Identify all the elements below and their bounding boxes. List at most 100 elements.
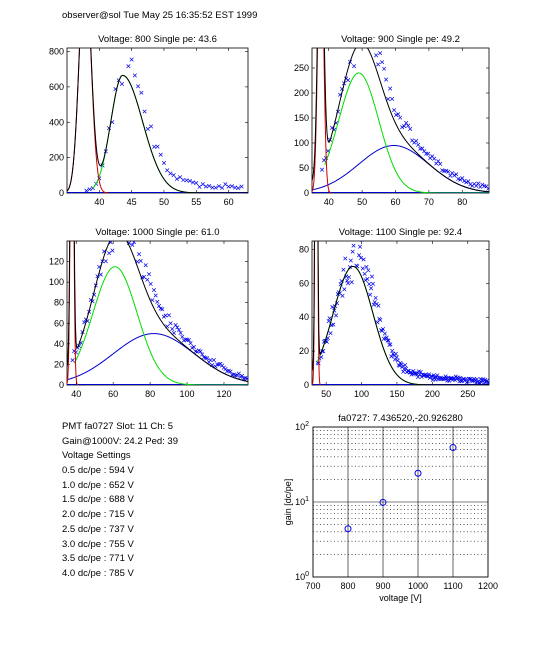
- y-tick-label: 102: [295, 421, 309, 432]
- data-point: [328, 331, 333, 336]
- data-point: [392, 108, 397, 113]
- x-tick-label: 50: [321, 389, 331, 399]
- data-point: [331, 322, 336, 327]
- plot-contents: [312, 241, 489, 385]
- data-point: [390, 348, 395, 353]
- y-tick-label: 80: [299, 244, 309, 254]
- data-point: [203, 184, 209, 189]
- gain-data-point: [449, 444, 457, 452]
- data-point: [393, 351, 398, 356]
- data-point: [474, 183, 479, 188]
- data-point: [363, 278, 368, 283]
- data-point: [394, 355, 399, 360]
- histogram-panel-3: Voltage: 1000 Single pe: 61.0 40 60 80 100 12…: [49, 215, 249, 399]
- y-tick-label: 100: [49, 277, 64, 287]
- data-point: [236, 186, 241, 191]
- data-point: [126, 215, 130, 219]
- data-point: [468, 182, 473, 187]
- x-tick-label: 80: [457, 197, 467, 207]
- data-point: [426, 151, 431, 156]
- data-point: [131, 241, 137, 245]
- y-tick-label: 200: [49, 153, 64, 163]
- data-point: [153, 293, 158, 298]
- data-point: [385, 338, 390, 343]
- info-line: 0.5 dc/pe : 594 V: [62, 465, 134, 477]
- data-point: [384, 77, 389, 82]
- data-point: [378, 51, 383, 56]
- x-tick-label: 800: [340, 581, 355, 591]
- data-point: [326, 319, 331, 324]
- data-point: [458, 375, 463, 380]
- data-point: [327, 316, 332, 321]
- histogram-panel-2: Voltage: 900 Single pe: 49.2 40 50 60 70 80 0 5…: [294, 17, 490, 207]
- data-point: [145, 277, 150, 282]
- data-point: [174, 176, 179, 181]
- data-point: [359, 241, 364, 242]
- data-point: [165, 168, 170, 173]
- data-point: [148, 281, 153, 286]
- data-point: [431, 373, 436, 378]
- fit-single-pe-curve: [73, 266, 248, 385]
- data-point: [84, 188, 89, 193]
- data-point: [141, 274, 147, 279]
- x-tick-label: 1100: [443, 581, 462, 591]
- info-line: Voltage Settings: [62, 450, 131, 462]
- data-point: [110, 248, 115, 253]
- fit-second-pe-curve: [67, 333, 248, 382]
- plot-title: fa0727: 7.436520,-20.926280: [338, 413, 463, 424]
- data-point: [208, 358, 213, 363]
- data-point: [187, 178, 192, 184]
- data-point: [381, 336, 386, 341]
- data-point: [220, 185, 225, 190]
- data-point: [197, 184, 202, 189]
- data-point: [346, 78, 351, 83]
- data-point: [223, 182, 228, 187]
- data-point: [367, 282, 372, 287]
- data-point: [432, 156, 437, 161]
- data-point: [183, 337, 188, 342]
- data-point: [178, 175, 183, 180]
- y-tick-label: 250: [294, 63, 309, 73]
- data-point: [233, 185, 238, 190]
- data-point: [146, 272, 152, 277]
- data-point: [198, 349, 203, 354]
- data-point: [178, 330, 183, 335]
- data-point: [210, 185, 215, 190]
- data-point: [156, 303, 162, 309]
- data-point: [349, 280, 354, 285]
- data-point: [205, 356, 210, 361]
- data-point: [126, 64, 131, 69]
- data-point: [376, 62, 381, 67]
- data-point: [486, 380, 489, 385]
- data-point: [151, 288, 157, 293]
- fit-total-curve: [312, 241, 489, 385]
- data-point: [334, 313, 339, 318]
- y-tick-label: 600: [49, 82, 64, 92]
- data-point: [158, 152, 163, 157]
- data-point: [396, 112, 401, 117]
- data-point: [400, 125, 405, 130]
- plot-contents: [312, 17, 489, 193]
- plot-contents: [67, 215, 248, 385]
- data-point: [340, 293, 345, 298]
- data-point: [226, 184, 231, 189]
- data-point: [380, 60, 385, 65]
- y-tick-label: 80: [54, 298, 64, 308]
- plot-frame: [312, 426, 489, 578]
- data-point: [343, 256, 348, 261]
- x-tick-label: 40: [71, 389, 81, 399]
- gain-data-point: [344, 525, 352, 533]
- data-point: [373, 295, 378, 300]
- data-point: [380, 327, 386, 332]
- data-point: [473, 378, 478, 383]
- data-point: [357, 244, 363, 249]
- data-point: [362, 17, 366, 21]
- info-line: 3.0 dc/pe : 755 V: [62, 538, 134, 550]
- x-tick-label: 40: [94, 197, 104, 207]
- data-point: [420, 146, 425, 151]
- y-tick-label: 100: [294, 138, 309, 148]
- data-point: [191, 180, 196, 185]
- pedestal-curve: [312, 48, 332, 193]
- data-point: [171, 330, 176, 335]
- x-tick-label: 1000: [408, 581, 428, 591]
